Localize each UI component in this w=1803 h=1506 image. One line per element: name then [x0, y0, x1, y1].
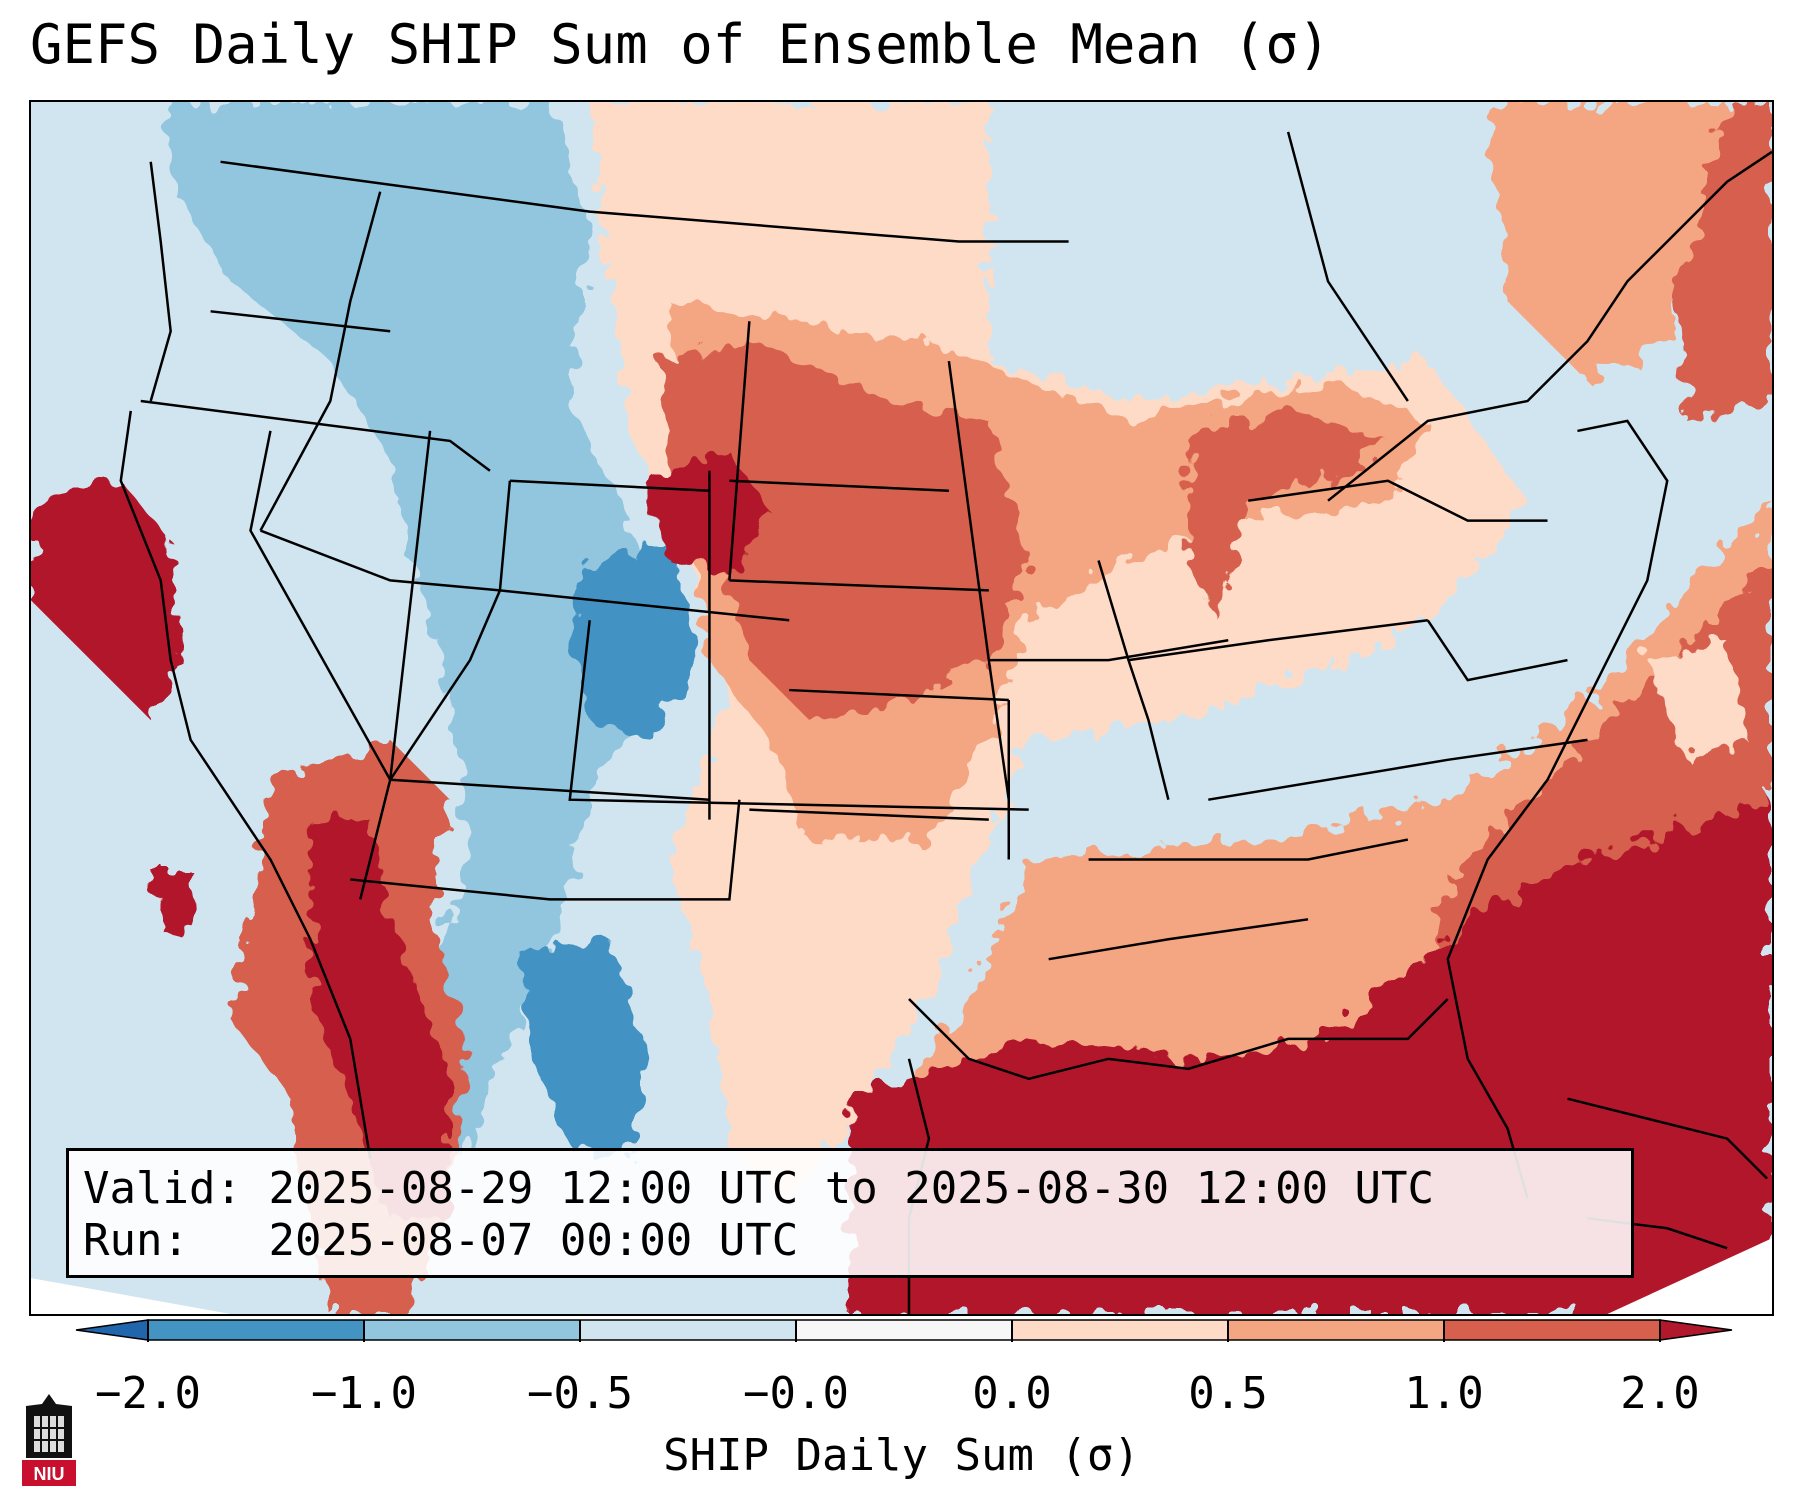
colorbar-extend-low: [75, 1319, 149, 1341]
colorbar-tick-label: 0.0: [972, 1368, 1052, 1419]
run-value: 2025-08-07 00:00 UTC: [268, 1215, 799, 1266]
region-central-rockies-dark-blue: [569, 540, 700, 740]
region-lake-michigan-red: [1188, 410, 1388, 621]
map-canvas: [31, 102, 1772, 1314]
colorbar-segment: [1012, 1320, 1229, 1340]
colorbar-axis-label: SHIP Daily Sum (σ): [663, 1430, 1140, 1481]
colorbar-extend-high: [1659, 1319, 1733, 1341]
region-baja-dark-red: [310, 819, 451, 1219]
region-northern-plains-red: [659, 341, 1029, 720]
colorbar-segment: [364, 1320, 581, 1340]
colorbar-tick-label: −1.0: [311, 1368, 417, 1419]
colorbar: [75, 1319, 1733, 1342]
colorbar-segment: [1444, 1320, 1661, 1340]
region-mexico-blue: [519, 939, 650, 1159]
colorbar-tick-label: 0.5: [1188, 1368, 1268, 1419]
map-panel: [29, 100, 1774, 1316]
state-borders: [119, 131, 1772, 1314]
region-california-coast-red: [31, 480, 181, 720]
colorbar-tick-label: −0.5: [527, 1368, 633, 1419]
region-canada-east-red: [1487, 102, 1728, 382]
region-northern-rockies: [160, 102, 670, 1159]
niu-logo: NIU: [22, 1394, 76, 1486]
colorbar-tick-label: 1.0: [1404, 1368, 1484, 1419]
region-atlantic-light-patch: [1647, 640, 1748, 760]
run-label: Run:: [83, 1215, 189, 1266]
valid-run-info-box: Valid: 2025-08-29 12:00 UTC to 2025-08-3…: [66, 1148, 1634, 1278]
colorbar-tick-label: −0.0: [743, 1368, 849, 1419]
colorbar-tick-label: −2.0: [95, 1368, 201, 1419]
valid-value: 2025-08-29 12:00 UTC to 2025-08-30 12:00…: [268, 1163, 1435, 1214]
colorbar-segment: [580, 1320, 797, 1340]
colorbar-segment: [148, 1320, 365, 1340]
niu-logo-text: NIU: [34, 1464, 65, 1484]
region-pacific-dark-red-patch: [150, 869, 196, 930]
colorbar-segment: [796, 1320, 1013, 1340]
colorbar-tick-label: 2.0: [1620, 1368, 1700, 1419]
colorbar-segment: [1228, 1320, 1445, 1340]
chart-title: GEFS Daily SHIP Sum of Ensemble Mean (σ): [30, 13, 1331, 76]
valid-label: Valid:: [83, 1163, 242, 1214]
